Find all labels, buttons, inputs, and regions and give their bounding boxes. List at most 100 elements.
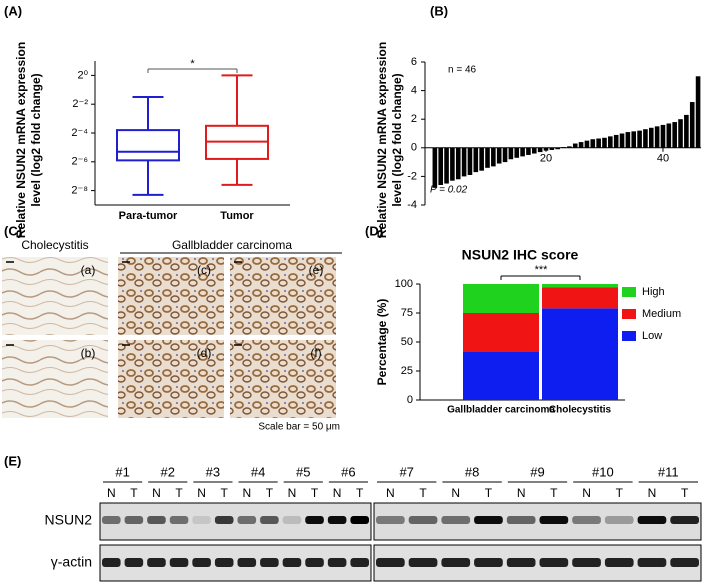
box [116, 129, 180, 162]
bar [608, 136, 613, 148]
sample-label: #9 [530, 464, 544, 479]
band [124, 516, 144, 524]
band [327, 516, 347, 524]
band [260, 558, 279, 567]
band [376, 516, 405, 524]
band [102, 516, 121, 524]
bar [531, 147, 537, 154]
lane-label: N [107, 486, 116, 500]
band [350, 516, 369, 524]
bar [555, 147, 560, 150]
sample-label: #1 [115, 464, 129, 479]
bar [578, 142, 584, 148]
y-axis-label: Relative NSUN2 mRNA expression [375, 42, 389, 238]
band [237, 516, 257, 524]
band [474, 516, 503, 524]
lane-label: T [266, 486, 274, 500]
band [637, 516, 667, 524]
panel-label: (A) [4, 3, 22, 18]
chart-title: NSUN2 IHC score [462, 247, 579, 263]
histology-image [118, 257, 224, 335]
band [604, 558, 634, 567]
band [305, 558, 324, 567]
bar [491, 147, 496, 167]
band [147, 558, 166, 567]
image-label: (c) [197, 263, 211, 277]
sample-label: #7 [399, 464, 413, 479]
bar [625, 132, 631, 148]
band [539, 558, 569, 567]
bar [496, 147, 502, 164]
histology-image [2, 257, 108, 335]
band [102, 558, 121, 567]
bar [596, 138, 601, 148]
lane-label: T [356, 486, 364, 500]
lane-label: N [517, 486, 526, 500]
bar-segment [542, 287, 618, 309]
sample-label: #10 [592, 464, 614, 479]
y-axis-label: level (log2 fold change) [390, 73, 404, 206]
bar-segment [463, 351, 539, 400]
band [506, 516, 536, 524]
group-label: Cholecystitis [21, 238, 88, 252]
band [637, 558, 667, 567]
y-tick-label: 2⁻² [72, 98, 88, 110]
lane-label: T [419, 486, 427, 500]
lane-label: N [288, 486, 297, 500]
bar-segment [463, 284, 539, 313]
panel-label: (B) [430, 3, 448, 18]
lane-label: T [130, 486, 138, 500]
bar [572, 143, 578, 148]
lane-label: T [550, 486, 558, 500]
band [327, 558, 347, 567]
y-tick-label: 50 [401, 336, 413, 348]
annotation: P = 0.02 [430, 185, 468, 196]
lane-label: T [616, 486, 624, 500]
band [441, 516, 471, 524]
y-tick-label: 2⁰ [77, 69, 88, 81]
sample-label: #5 [296, 464, 310, 479]
bar [689, 102, 695, 148]
band [350, 558, 369, 567]
lane-label: N [152, 486, 161, 500]
bar [648, 127, 654, 148]
lane-label: T [175, 486, 183, 500]
row-label: γ-actin [51, 554, 92, 570]
bar [695, 76, 701, 148]
bar [567, 146, 572, 148]
band [670, 558, 699, 567]
y-tick-label: 2⁻⁴ [71, 127, 88, 139]
y-tick-label: 6 [411, 56, 417, 68]
bar [526, 147, 531, 155]
legend-swatch [622, 331, 636, 341]
y-tick-label: -4 [407, 199, 417, 211]
bar [678, 119, 683, 148]
band [506, 558, 536, 567]
band [192, 516, 211, 524]
lane-label: T [681, 486, 689, 500]
sample-label: #6 [341, 464, 355, 479]
bar [584, 140, 590, 148]
band [305, 516, 324, 524]
bar [438, 147, 443, 185]
y-tick-label: 100 [395, 278, 413, 290]
bar [637, 130, 642, 148]
lane-label: T [311, 486, 319, 500]
band [282, 558, 302, 567]
band [237, 558, 257, 567]
bar [508, 147, 514, 160]
bar [543, 147, 549, 151]
band [169, 516, 189, 524]
sample-label: #2 [161, 464, 175, 479]
lane-label: N [242, 486, 251, 500]
bar [654, 126, 660, 148]
x-tick-label: 20 [540, 153, 552, 165]
annotation: n = 46 [448, 65, 477, 76]
bar [643, 129, 648, 148]
bar-segment [542, 308, 618, 400]
bar [502, 147, 508, 163]
sample-label: #3 [206, 464, 220, 479]
bar [684, 114, 689, 148]
bar [432, 147, 438, 188]
